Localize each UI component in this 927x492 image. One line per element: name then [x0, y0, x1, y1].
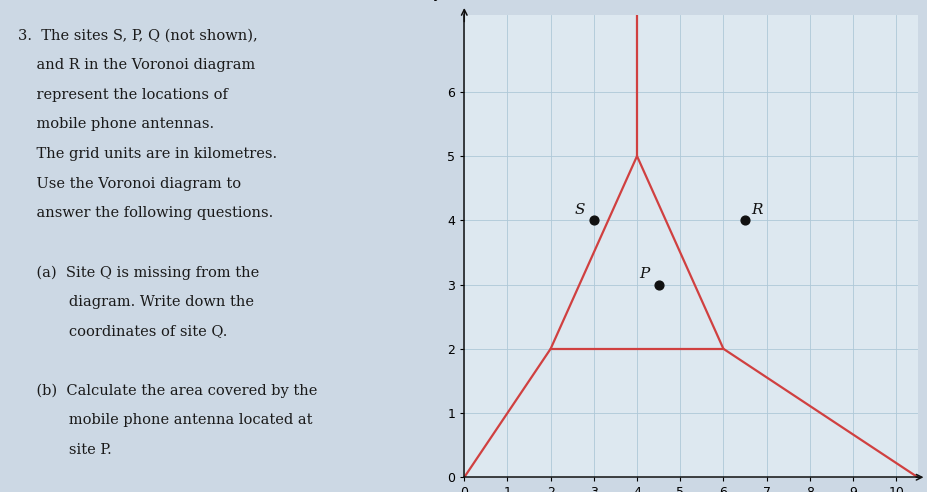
- Text: coordinates of site Q.: coordinates of site Q.: [18, 325, 227, 338]
- Point: [651, 280, 666, 288]
- Text: R: R: [752, 203, 763, 217]
- Text: mobile phone antennas.: mobile phone antennas.: [18, 118, 214, 131]
- Text: mobile phone antenna located at: mobile phone antenna located at: [18, 413, 312, 428]
- Y-axis label: y: y: [433, 0, 441, 1]
- Point: [587, 216, 602, 224]
- Text: and R in the Voronoi diagram: and R in the Voronoi diagram: [18, 58, 255, 72]
- Text: answer the following questions.: answer the following questions.: [18, 206, 273, 220]
- Text: represent the locations of: represent the locations of: [18, 88, 228, 102]
- Text: diagram. Write down the: diagram. Write down the: [18, 295, 254, 309]
- Point: [738, 216, 753, 224]
- Text: Use the Voronoi diagram to: Use the Voronoi diagram to: [18, 177, 241, 190]
- Text: (b)  Calculate the area covered by the: (b) Calculate the area covered by the: [18, 384, 317, 398]
- Text: 3.  The sites S, P, Q (not shown),: 3. The sites S, P, Q (not shown),: [18, 29, 258, 43]
- Text: (a)  Site Q is missing from the: (a) Site Q is missing from the: [18, 265, 260, 280]
- Text: S: S: [575, 203, 585, 217]
- Text: The grid units are in kilometres.: The grid units are in kilometres.: [18, 147, 277, 161]
- Text: P: P: [640, 267, 650, 281]
- Text: site P.: site P.: [18, 443, 111, 457]
